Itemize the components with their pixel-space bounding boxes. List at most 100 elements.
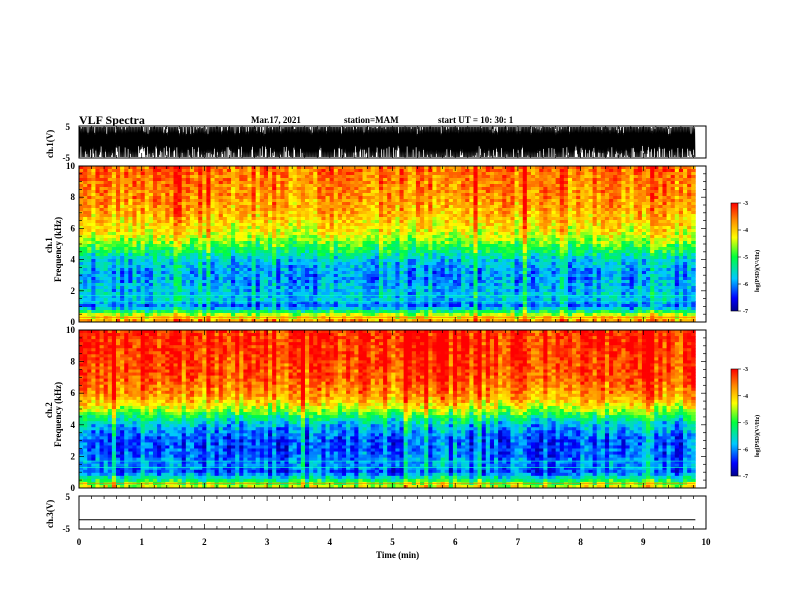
spectrogram-cell [662,259,667,263]
spectrogram-cell [231,235,236,239]
spectrogram-cell [522,208,528,212]
spectrogram-cell [317,169,322,173]
spectrogram-cell [165,232,170,236]
spectrogram-cell [670,247,676,251]
spectrogram-cell [395,175,400,179]
spectrogram-cell [407,190,413,194]
spectrogram-cell [87,262,92,266]
spectrogram-cell [210,208,215,212]
spectrogram-cell [288,193,294,197]
spectrogram-cell [350,193,355,197]
spectrogram-cell [452,226,458,230]
spectrogram-cell [588,247,594,251]
spectrogram-cell [399,229,405,233]
spectrogram-cell [247,205,252,209]
spectrogram-cell [588,229,594,233]
spectrogram-cell [202,229,207,233]
spectrogram-cell [181,196,187,200]
spectrogram-cell [83,175,88,179]
spectrogram-cell [448,178,454,182]
spectrogram-cell [140,238,146,242]
spectrogram-cell [588,259,594,263]
spectrogram-cell [321,226,326,230]
spectrogram-cell [613,196,618,200]
spectrogram-cell [300,202,306,206]
spectrogram-cell [621,256,626,260]
spectrogram-cell [83,169,88,173]
spectrogram-cell [448,202,454,206]
spectrogram-cell [567,205,573,209]
spectrogram-cell [518,187,524,191]
spectrogram-cell [226,262,232,266]
spectrogram-cell [235,169,240,173]
spectrogram-cell [370,247,376,251]
spectrogram-cell [169,217,174,221]
spectrogram-cell [366,178,372,182]
spectrogram-cell [494,199,499,203]
spectrogram-cell [210,265,215,269]
spectrogram-cell [391,232,396,236]
spectrogram-cell [650,193,655,197]
spectrogram-cell [321,250,326,254]
spectrogram-cell [596,238,602,242]
spectrogram-cell [194,256,199,260]
spectrogram-cell [609,193,614,197]
spectrogram-cell [506,220,511,224]
spectrogram-cell [144,247,150,251]
spectrogram-cell [494,205,499,209]
spectrogram-cell [559,190,565,194]
spectrogram-cell [206,181,211,185]
spectrogram-cell [683,232,688,236]
spectrogram-cell [383,205,388,209]
spectrogram-cell [563,253,569,257]
spectrogram-cell [362,178,368,182]
spectrogram-cell [691,250,696,254]
spectrogram-cell [530,241,536,245]
spectrogram-cell [313,193,318,197]
spectrogram-cell [194,229,199,233]
spectrogram-cell [185,166,191,170]
spectrogram-cell [498,217,503,221]
spectrogram-cell [321,259,326,263]
spectrogram-cell [173,199,179,203]
spectrogram-cell [128,196,133,200]
spectrogram-cell [329,217,335,221]
spectrogram-cell [629,232,635,236]
spectrogram-cell [337,253,343,257]
spectrogram-cell [477,172,483,176]
spectrogram-cell [333,220,339,224]
spectrogram-cell [424,235,429,239]
spectrogram-cell [465,211,470,215]
spectrogram-cell [485,250,491,254]
spectrogram-cell [609,202,614,206]
spectrogram-cell [124,178,129,182]
spectrogram-cell [539,199,544,203]
spectrogram-cell [337,223,343,227]
spectrogram-cell [662,190,667,194]
spectrogram-cell [292,169,298,173]
spectrogram-cell [222,187,228,191]
spectrogram-cell [678,262,684,266]
spectrogram-cell [304,184,310,188]
spectrogram-cell [91,235,96,239]
spectrogram-cell [124,217,129,221]
spectrogram-cell [535,178,540,182]
spectrogram-cell [411,244,417,248]
spectrogram-cell [243,196,248,200]
spectrogram-cell [440,232,446,236]
spectrogram-cell [448,241,454,245]
spectrogram-cell [518,247,524,251]
spectrogram-cell [678,250,684,254]
spectrogram-cell [362,208,368,212]
spectrogram-cell [276,199,281,203]
spectrogram-cell [161,238,166,242]
spectrogram-cell [547,232,552,236]
spectrogram-cell [580,256,585,260]
spectrogram-cell [120,199,125,203]
spectrogram-cell [87,178,92,182]
spectrogram-cell [617,196,622,200]
spectrogram-cell [687,211,692,215]
spectrogram-cell [641,220,647,224]
spectrogram-cell [362,229,368,233]
spectrogram-cell [383,178,388,182]
